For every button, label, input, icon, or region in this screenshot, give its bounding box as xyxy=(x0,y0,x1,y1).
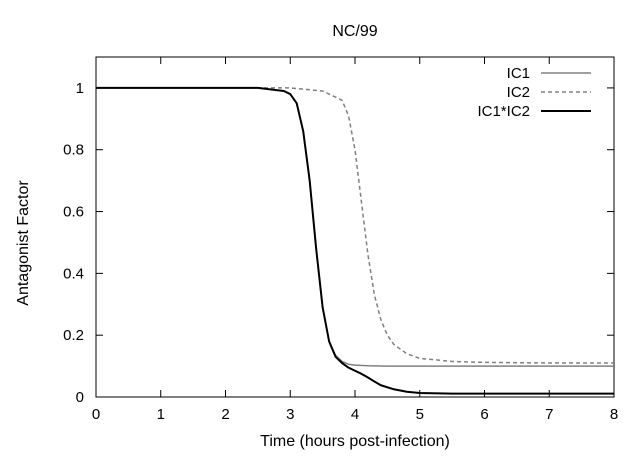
series-line-1 xyxy=(96,87,614,367)
x-tick-label: 2 xyxy=(221,406,229,423)
x-tick-label: 4 xyxy=(351,406,359,423)
x-axis-ticks: 0 1 2 3 4 5 6 7 8 xyxy=(92,57,618,423)
y-axis-ticks: 0 0.2 0.4 0.6 0.8 1 xyxy=(63,80,614,406)
series-line-2 xyxy=(96,87,614,364)
y-tick-label: 0.8 xyxy=(63,142,84,159)
x-axis-label: Time (hours post-infection) xyxy=(260,433,450,450)
legend-label: IC2 xyxy=(507,84,530,101)
x-tick-label: 6 xyxy=(480,406,488,423)
y-tick-label: 1 xyxy=(76,80,84,97)
legend-label: IC1*IC2 xyxy=(477,103,530,120)
x-tick-label: 1 xyxy=(157,406,165,423)
x-tick-label: 7 xyxy=(545,406,553,423)
plot-border xyxy=(95,56,615,398)
series-line-3 xyxy=(96,86,614,395)
y-tick-label: 0 xyxy=(76,389,84,406)
y-tick-label: 0.6 xyxy=(63,204,84,221)
x-tick-label: 3 xyxy=(286,406,294,423)
x-tick-label: 8 xyxy=(610,406,618,423)
x-tick-label: 0 xyxy=(92,406,100,423)
legend-label: IC1 xyxy=(507,65,530,82)
plot-frame xyxy=(95,56,615,398)
series-lines xyxy=(96,86,614,395)
x-tick-label: 5 xyxy=(416,406,424,423)
y-tick-label: 0.2 xyxy=(63,327,84,344)
chart-title: NC/99 xyxy=(332,23,377,40)
legend: IC1 IC2 IC1*IC2 xyxy=(477,65,591,120)
y-axis-label: Antagonist Factor xyxy=(15,180,32,306)
y-tick-label: 0.4 xyxy=(63,265,84,282)
